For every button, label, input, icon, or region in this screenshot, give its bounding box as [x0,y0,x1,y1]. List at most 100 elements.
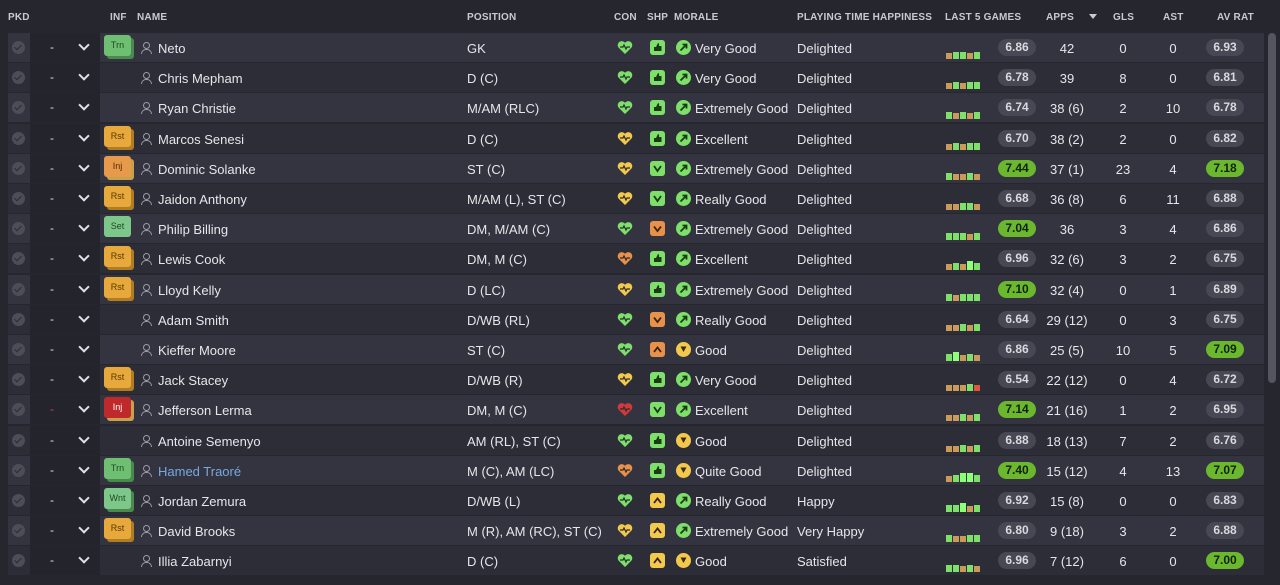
table-row[interactable]: - Rst David Brooks M (R), AM (RC), ST (C) Ex… [8,516,1264,546]
picked-checkbox[interactable] [12,463,25,477]
selection-dropdown[interactable]: - [30,546,100,576]
selection-dropdown[interactable]: - [30,33,100,62]
picked-checkbox[interactable] [12,71,25,85]
header-pkd[interactable]: PKD [8,12,30,23]
selection-dropdown[interactable]: - [30,304,100,334]
table-row[interactable]: - Rst Jack Stacey D/WB (R) Very Good Delighte… [8,365,1264,395]
player-name[interactable]: Dominic Solanke [158,161,256,177]
player-name[interactable]: Hamed Traoré [158,463,242,479]
header-position[interactable]: POSITION [467,12,517,23]
table-row[interactable]: - Inj Jefferson Lerma DM, M (C) Excellent Del… [8,395,1264,425]
player-name[interactable]: Marcos Senesi [158,131,244,147]
table-row[interactable]: - Rst Jaidon Anthony M/AM (L), ST (C) Really… [8,184,1264,213]
table-row[interactable]: - Chris Mepham D (C) Very Good Delighted 6.78… [8,63,1264,93]
selection-dropdown[interactable]: - [30,365,100,395]
info-badge-label: Inj [112,402,123,413]
selection-dropdown[interactable]: - [30,455,100,485]
player-name[interactable]: Neto [158,41,186,56]
player-name[interactable]: Ryan Christie [158,101,237,117]
header-last-5-games[interactable]: LAST 5 GAMES [945,12,1022,23]
selection-dropdown[interactable]: - [30,516,100,546]
table-row[interactable]: - Trn Neto GK Very Good Delighted 6.86 42 0 0 6.93 [8,33,1264,62]
table-row[interactable]: - Illia Zabarnyi D (C) Good Satisfied 6.96 7 (… [8,546,1264,576]
player-name[interactable]: Illia Zabarnyi [158,554,232,570]
picked-checkbox[interactable] [12,101,25,115]
selection-dropdown[interactable]: - [30,93,100,123]
info-badge[interactable]: Rst [104,186,131,207]
picked-checkbox[interactable] [12,252,25,266]
info-badge[interactable]: Trn [104,457,131,479]
info-badge[interactable]: Inj [104,155,131,177]
table-row[interactable]: - Rst Lloyd Kelly D (LC) Extremely Good Delig… [8,274,1264,304]
info-badge[interactable]: Wnt [104,488,131,509]
info-badge[interactable]: Rst [104,125,131,147]
table-row[interactable]: - Rst Lewis Cook DM, M (C) Excellent Delighte… [8,244,1264,274]
table-row[interactable]: - Rst Marcos Senesi D (C) Excellent Delighted… [8,123,1264,153]
picked-checkbox[interactable] [12,524,25,538]
selection-dropdown[interactable]: - [30,63,100,93]
picked-checkbox[interactable] [12,433,25,447]
player-name[interactable]: Jaidon Anthony [158,192,247,207]
picked-checkbox[interactable] [12,192,25,205]
header-shp[interactable]: SHP [647,12,669,23]
header-apps[interactable]: APPS [1046,12,1075,23]
info-badge[interactable]: Rst [104,246,131,268]
selection-dropdown[interactable]: - [30,153,100,183]
player-name[interactable]: Adam Smith [158,312,229,328]
selection-dropdown[interactable]: - [30,184,100,213]
table-row[interactable]: - Inj Dominic Solanke ST (C) Extremely Good D… [8,153,1264,183]
selection-dropdown[interactable]: - [30,214,100,244]
picked-checkbox[interactable] [12,373,25,387]
info-badge[interactable]: Rst [104,276,131,298]
selection-dropdown[interactable]: - [30,395,100,425]
picked-checkbox[interactable] [12,312,25,326]
picked-checkbox[interactable] [12,494,25,507]
picked-checkbox[interactable] [12,403,25,417]
picked-checkbox[interactable] [12,161,25,175]
header-morale[interactable]: MORALE [674,12,719,23]
header-ast[interactable]: AST [1163,12,1184,23]
table-row[interactable]: - Ryan Christie M/AM (RLC) Extremely Good De… [8,93,1264,123]
picked-checkbox[interactable] [12,131,25,145]
picked-checkbox[interactable] [12,41,25,54]
header-name[interactable]: NAME [137,12,168,23]
selection-dropdown[interactable]: - [30,425,100,455]
picked-checkbox[interactable] [12,554,25,568]
info-badge[interactable]: Trn [104,35,131,56]
selection-dropdown[interactable]: - [30,335,100,364]
selection-dropdown[interactable]: - [30,123,100,153]
player-name[interactable]: Lloyd Kelly [158,282,221,298]
player-name[interactable]: David Brooks [158,524,236,540]
table-row[interactable]: - Trn Hamed Traoré M (C), AM (LC) Quite Good… [8,455,1264,485]
player-name[interactable]: Kieffer Moore [158,343,236,358]
table-row[interactable]: - Wnt Jordan Zemura D/WB (L) Really Good Happ… [8,486,1264,515]
player-name[interactable]: Jordan Zemura [158,494,247,509]
picked-checkbox[interactable] [12,282,25,296]
player-name[interactable]: Philip Billing [158,222,229,238]
table-row[interactable]: - Adam Smith D/WB (RL) Really Good Delighted… [8,304,1264,334]
table-row[interactable]: - Antoine Semenyo AM (RL), ST (C) Good Delig… [8,425,1264,455]
info-badge[interactable]: Rst [104,518,131,540]
header-con[interactable]: CON [614,12,637,23]
header-playing-time-happiness[interactable]: PLAYING TIME HAPPINESS [797,12,933,23]
player-name[interactable]: Jack Stacey [158,373,229,389]
player-name[interactable]: Antoine Semenyo [158,433,261,449]
player-name[interactable]: Jefferson Lerma [158,403,252,419]
header-gls[interactable]: GLS [1113,12,1135,23]
picked-checkbox[interactable] [12,222,25,236]
player-name[interactable]: Lewis Cook [158,252,226,268]
header-av-rat[interactable]: AV RAT [1217,12,1254,23]
table-row[interactable]: - Kieffer Moore ST (C) Good Delighted 6.86 25 … [8,335,1264,364]
selection-dropdown[interactable]: - [30,244,100,274]
vertical-scrollbar[interactable] [1268,33,1276,383]
morale-icon [676,311,691,327]
picked-checkbox[interactable] [12,343,25,356]
selection-dropdown[interactable]: - [30,274,100,304]
header-inf[interactable]: INF [110,12,127,23]
info-badge[interactable]: Rst [104,367,131,389]
info-badge[interactable]: Set [104,216,131,238]
table-row[interactable]: - Set Philip Billing DM, M/AM (C) Extremely … [8,214,1264,244]
info-badge[interactable]: Inj [104,397,131,419]
selection-dropdown[interactable]: - [30,486,100,515]
player-name[interactable]: Chris Mepham [158,71,243,87]
